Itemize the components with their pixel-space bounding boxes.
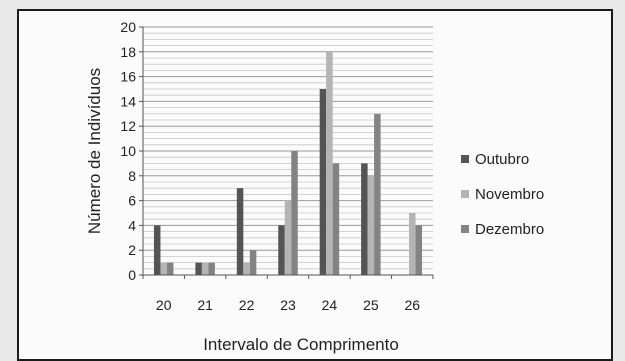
legend-label-novembro: Novembro (475, 186, 544, 203)
legend-label-outubro: Outubro (475, 151, 529, 168)
x-tick-label: 22 (239, 297, 255, 313)
bar-dezembro-20 (166, 262, 174, 275)
bar-outubro-20 (153, 225, 161, 275)
y-tick-label: 4 (128, 217, 136, 233)
bar-novembro-21 (201, 262, 209, 275)
x-axis-title: Intervalo de Comprimento (203, 335, 399, 354)
bar-dezembro-25 (374, 113, 381, 275)
bar-outubro-25 (361, 163, 368, 275)
legend-swatch-novembro (461, 190, 469, 198)
y-tick-labels: 0 2 4 6 8 10 12 14 16 18 20 (120, 19, 136, 283)
bar-outubro-22 (236, 188, 244, 275)
y-tick-label: 20 (120, 19, 136, 35)
legend-swatch-outubro (461, 155, 469, 163)
legend-swatch-dezembro (461, 225, 469, 233)
x-tick-label: 20 (156, 297, 172, 313)
bar-novembro-24 (326, 51, 333, 275)
x-tick-label: 24 (322, 297, 338, 313)
y-tick-label: 12 (120, 118, 136, 134)
x-tick-labels: 20 21 22 23 24 25 26 (156, 297, 420, 313)
axes (139, 26, 434, 279)
y-tick-label: 2 (128, 242, 136, 258)
y-tick-label: 18 (120, 44, 136, 60)
bar-outubro-23 (278, 225, 285, 275)
bar-dezembro-22 (249, 250, 257, 275)
chart-frame (17, 9, 613, 361)
y-axis-title: Número de Indivíduos (85, 68, 104, 234)
y-tick-label: 6 (128, 193, 136, 209)
bar-novembro-20 (160, 262, 167, 275)
bar-novembro-23 (284, 200, 292, 275)
legend-label-dezembro: Dezembro (475, 221, 544, 238)
bar-dezembro-21 (208, 262, 215, 275)
bar-outubro-24 (319, 89, 327, 275)
bar-dezembro-23 (291, 151, 298, 275)
bar-novembro-26 (409, 213, 416, 275)
bar-dezembro-26 (415, 225, 423, 275)
y-tick-label: 0 (128, 267, 136, 283)
y-tick-label: 14 (120, 93, 136, 109)
bars (153, 51, 423, 275)
bar-novembro-25 (367, 175, 375, 275)
bar-dezembro-24 (332, 163, 340, 275)
y-tick-label: 10 (120, 143, 136, 159)
bar-outubro-21 (195, 262, 202, 275)
x-tick-label: 26 (404, 297, 420, 313)
x-tick-label: 25 (363, 297, 379, 313)
y-tick-label: 8 (128, 168, 136, 184)
x-tick-label: 21 (197, 297, 213, 313)
y-tick-label: 16 (120, 69, 136, 85)
bar-novembro-22 (243, 262, 250, 275)
x-tick-label: 23 (280, 297, 296, 313)
legend: Outubro Novembro Dezembro (461, 151, 544, 238)
